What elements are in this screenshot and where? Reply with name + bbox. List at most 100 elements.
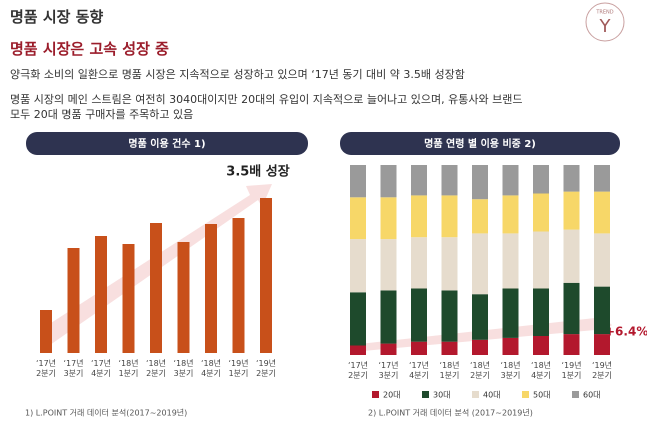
body-line: 명품 시장의 메인 스트림은 여전히 3040대이지만 20대의 유입이 지속적… — [10, 93, 523, 106]
bar-segment — [441, 195, 458, 238]
x-tick-label: ‘17년 3분기 — [63, 359, 84, 378]
bar-segment — [502, 165, 519, 196]
x-tick-label: ‘18년 3분기 — [500, 361, 521, 380]
bar-segment — [380, 197, 397, 240]
bar — [260, 198, 272, 353]
bar-segment — [502, 233, 519, 289]
bar-segment — [441, 341, 458, 355]
bar — [205, 224, 217, 353]
bar-segment — [502, 195, 519, 234]
x-tick-label: ‘18년 2분기 — [469, 361, 491, 380]
bar-segment — [380, 165, 397, 198]
x-tick-label: ‘19년 1분기 — [561, 361, 582, 380]
bar-segment — [411, 341, 427, 355]
bar-segment — [411, 195, 427, 238]
x-tick-label: ‘18년 2분기 — [145, 359, 167, 378]
bar — [40, 310, 52, 353]
bar-segment — [472, 199, 488, 234]
legend-swatch — [422, 391, 429, 398]
legend-label: 30대 — [433, 391, 451, 400]
bar-segment — [380, 343, 397, 355]
bar-segment — [350, 197, 366, 240]
bar-segment — [563, 191, 580, 230]
bar-segment — [380, 239, 397, 291]
logo-letter: Y — [599, 16, 612, 37]
bar — [67, 248, 80, 353]
bar-segment — [472, 294, 488, 340]
bar-segment — [533, 288, 549, 336]
logo-small: TREND — [595, 10, 613, 16]
bar-segment — [350, 239, 366, 293]
x-tick-label: ‘17년 2분기 — [35, 359, 57, 378]
legend-label: 60대 — [583, 391, 601, 400]
chart-title: 명품 이용 건수 1) — [128, 137, 205, 150]
x-tick-label: ‘17년 4분기 — [408, 361, 430, 380]
annotation: 3.5배 성장 — [226, 164, 289, 180]
bar-segment — [472, 233, 488, 295]
bar-segment — [563, 334, 580, 355]
legend-label: 40대 — [483, 391, 501, 400]
x-tick-label: ‘19년 2분기 — [255, 359, 277, 378]
bar — [122, 244, 135, 353]
x-tick-label: ‘17년 3분기 — [378, 361, 399, 380]
bar-segment — [594, 286, 610, 335]
bar-segment — [594, 233, 610, 287]
panel-header — [26, 132, 308, 155]
x-tick-label: ‘18년 4분기 — [200, 359, 222, 378]
bar-segment — [533, 165, 549, 194]
body-line: 양극화 소비의 일환으로 명품 시장은 지속적으로 성장하고 있으며 ‘17년 … — [10, 68, 465, 81]
bar — [150, 223, 162, 353]
panel-header — [340, 132, 620, 155]
bar-segment — [563, 229, 580, 283]
bar-segment — [441, 237, 458, 291]
annotation: +6.4%p — [605, 325, 647, 339]
bar-segment — [411, 237, 427, 289]
x-tick-label: ‘18년 3분기 — [173, 359, 194, 378]
bar-segment — [380, 290, 397, 344]
legend-swatch — [572, 391, 579, 398]
legend-swatch — [372, 391, 379, 398]
bar-segment — [350, 345, 366, 355]
bar-segment — [502, 288, 519, 338]
bar-segment — [441, 290, 458, 342]
x-tick-label: ‘17년 4분기 — [90, 359, 112, 378]
body-line: 모두 20대 명품 구매자를 주목하고 있음 — [10, 108, 194, 121]
bar-segment — [472, 165, 488, 200]
bar — [232, 218, 245, 353]
bar-segment — [594, 165, 610, 192]
subtitle: 명품 시장은 고속 성장 중 — [10, 40, 169, 58]
logo-ring — [585, 2, 625, 42]
x-tick-label: ‘18년 4분기 — [530, 361, 552, 380]
bar-segment — [594, 191, 610, 234]
source: 1) L.POINT 거래 데이터 분석(2017~2019년) — [25, 408, 187, 418]
bar-segment — [563, 282, 580, 335]
bar-segment — [502, 337, 519, 355]
bar-segment — [563, 165, 580, 192]
legend-label: 50대 — [533, 391, 551, 400]
bar-segment — [350, 292, 366, 346]
bar-segment — [350, 165, 366, 198]
x-tick-label: ‘18년 1분기 — [118, 359, 139, 378]
title: 명품 시장 동향 — [10, 8, 104, 26]
bar-segment — [411, 165, 427, 196]
bar — [177, 242, 190, 353]
chart-title: 명품 연령 별 이용 비중 2) — [424, 137, 536, 150]
x-tick-label: ‘18년 1분기 — [439, 361, 460, 380]
x-tick-label: ‘19년 1분기 — [228, 359, 249, 378]
bar — [95, 236, 107, 353]
bar-segment — [472, 339, 488, 355]
legend-swatch — [472, 391, 479, 398]
bar-segment — [533, 193, 549, 232]
bar-segment — [441, 165, 458, 196]
x-tick-label: ‘19년 2분기 — [591, 361, 613, 380]
bar-segment — [594, 334, 610, 355]
legend-swatch — [522, 391, 529, 398]
bar-segment — [533, 336, 549, 355]
bar-segment — [411, 288, 427, 342]
legend-label: 20대 — [383, 391, 401, 400]
x-tick-label: ‘17년 2분기 — [347, 361, 369, 380]
bar-segment — [533, 231, 549, 289]
source: 2) L.POINT 거래 데이터 분석 (2017~2019년) — [368, 408, 533, 418]
